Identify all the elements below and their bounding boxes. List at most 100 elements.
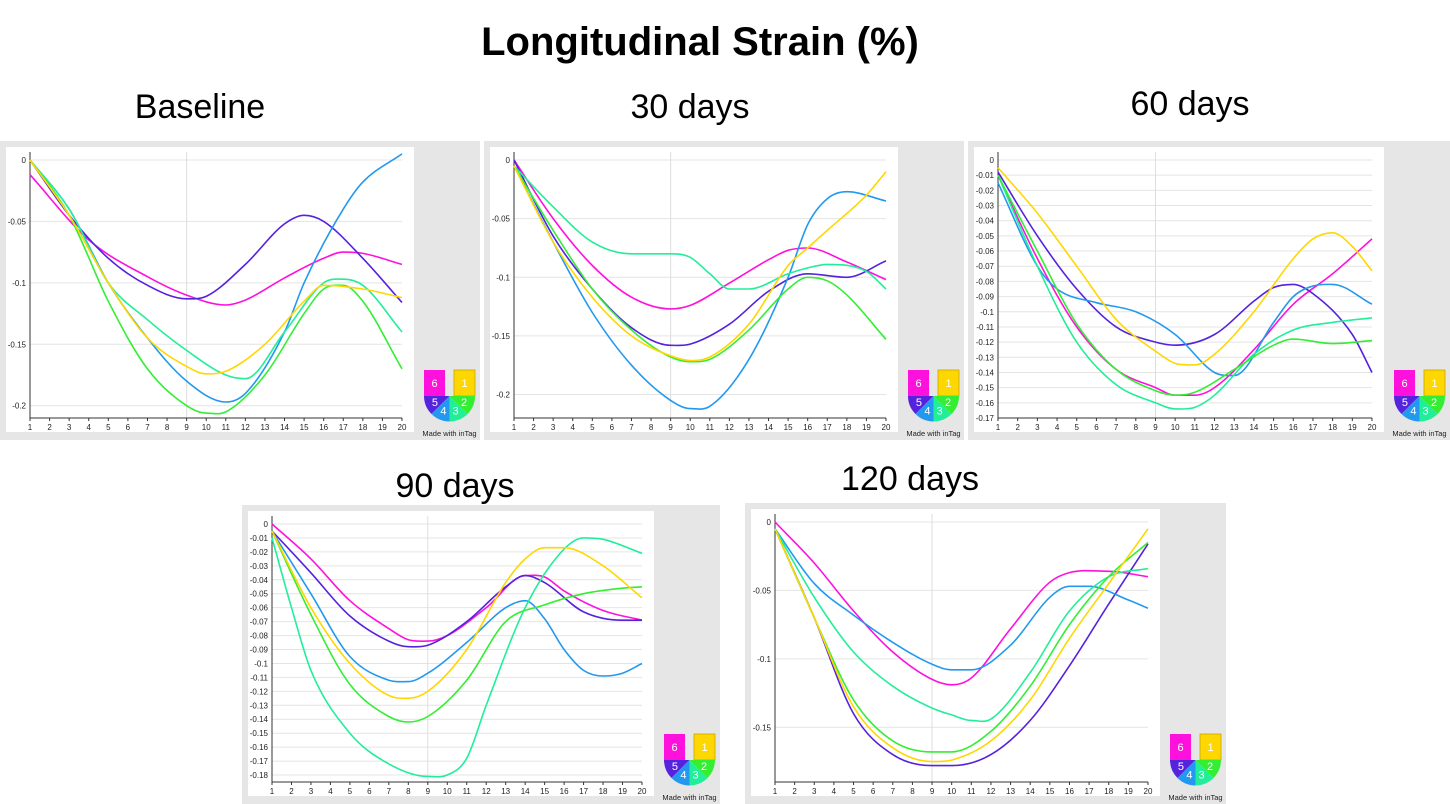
y-tick-label: -0.01 xyxy=(976,171,995,180)
x-tick-label: 15 xyxy=(540,787,549,796)
x-tick-label: 3 xyxy=(551,423,556,432)
y-tick-label: -0.1 xyxy=(254,659,268,668)
y-tick-label: -0.14 xyxy=(250,715,269,724)
legend-segment-3 xyxy=(933,396,952,422)
x-tick-label: 3 xyxy=(812,787,817,796)
legend-segment-2-label: 2 xyxy=(1431,397,1437,409)
y-tick-label: -0.09 xyxy=(976,293,995,302)
series-line-segment-1 xyxy=(774,528,1149,763)
legend-segment-5 xyxy=(424,396,450,414)
x-tick-label: 5 xyxy=(1075,423,1080,432)
y-tick-label: -0.1 xyxy=(757,655,771,664)
series-line-segment-5 xyxy=(29,159,403,304)
legend-segment-1-label: 1 xyxy=(1207,742,1213,754)
series-line-segment-4 xyxy=(513,165,887,410)
chart-panel-90-days: 0 -0.01 -0.02 -0.03 -0.04 -0.05 -0.06 -0.07 -0.0… xyxy=(242,505,720,804)
series-line-segment-6 xyxy=(29,174,403,306)
legend-segment-3 xyxy=(1195,760,1214,786)
legend-segment-5 xyxy=(1170,760,1196,778)
plot-area xyxy=(974,147,1384,432)
legend-segment-4 xyxy=(1177,760,1196,786)
x-tick-label: 3 xyxy=(1035,423,1040,432)
y-tick-label: -0.03 xyxy=(250,562,269,571)
x-tick-label: 11 xyxy=(967,787,976,796)
series-line-segment-6 xyxy=(513,159,887,310)
y-tick-label: -0.16 xyxy=(976,399,995,408)
x-tick-label: 12 xyxy=(241,423,250,432)
x-tick-label: 6 xyxy=(1094,423,1099,432)
x-tick-label: 1 xyxy=(28,423,33,432)
y-tick-label: -0.15 xyxy=(492,332,511,341)
legend-segment-4 xyxy=(915,396,934,422)
y-tick-label: -0.11 xyxy=(250,673,268,682)
legend-segment-1-label: 1 xyxy=(945,378,951,390)
y-tick-label: -0.14 xyxy=(976,368,995,377)
x-tick-label: 10 xyxy=(443,787,452,796)
x-tick-label: 16 xyxy=(1289,423,1298,432)
chart-panel-120-days: 0 -0.05 -0.1 -0.15 1 2 3 4 5 6 7 8 9 10 11 12 13 14 15 16 17… xyxy=(745,503,1226,804)
legend-segment-3-label: 3 xyxy=(453,406,459,418)
legend-segment-4 xyxy=(671,760,690,786)
x-tick-label: 14 xyxy=(1026,787,1035,796)
y-tick-label: 0 xyxy=(767,518,772,527)
legend-segment-2-label: 2 xyxy=(701,761,707,773)
x-tick-label: 9 xyxy=(668,423,673,432)
legend-caption: Made with inTag xyxy=(906,429,960,438)
series-line-segment-3 xyxy=(513,165,887,290)
x-tick-label: 2 xyxy=(1015,423,1020,432)
legend-segment-6-label: 6 xyxy=(431,378,437,390)
x-tick-label: 2 xyxy=(792,787,797,796)
x-tick-label: 14 xyxy=(764,423,773,432)
x-tick-label: 5 xyxy=(590,423,595,432)
y-tick-label: -0.15 xyxy=(753,723,772,732)
x-tick-label: 11 xyxy=(1191,423,1200,432)
chart-panel-30-days: 0 -0.05 -0.1 -0.15 -0.2 1 2 3 4 5 6 7 8 9 10 11 12 13 14 15… xyxy=(484,141,964,440)
y-tick-label: -0.04 xyxy=(976,217,995,226)
legend-segment-3 xyxy=(689,760,708,786)
x-tick-label: 19 xyxy=(1348,423,1357,432)
legend-segment-1-label: 1 xyxy=(461,378,467,390)
series-line-segment-2 xyxy=(29,159,403,415)
y-tick-label: -0.02 xyxy=(976,186,995,195)
x-tick-label: 2 xyxy=(289,787,294,796)
x-tick-label: 11 xyxy=(706,423,715,432)
x-tick-label: 18 xyxy=(1328,423,1337,432)
x-tick-label: 13 xyxy=(1230,423,1239,432)
x-tick-label: 18 xyxy=(1104,787,1113,796)
x-tick-label: 9 xyxy=(1153,423,1158,432)
x-tick-label: 11 xyxy=(222,423,231,432)
series-line-segment-3 xyxy=(774,528,1149,723)
plot-area xyxy=(248,511,654,796)
panel-title-60-days: 60 days xyxy=(1130,85,1250,123)
x-tick-label: 20 xyxy=(398,423,407,432)
legend-segment-6-label: 6 xyxy=(671,742,677,754)
x-tick-label: 10 xyxy=(686,423,695,432)
series-line-segment-2 xyxy=(513,165,887,363)
x-tick-label: 18 xyxy=(599,787,608,796)
y-tick-label: -0.05 xyxy=(976,232,995,241)
x-tick-label: 1 xyxy=(270,787,275,796)
x-tick-label: 16 xyxy=(319,423,328,432)
x-tick-label: 1 xyxy=(773,787,778,796)
x-tick-label: 2 xyxy=(47,423,52,432)
x-tick-label: 6 xyxy=(367,787,372,796)
legend-segment-4 xyxy=(431,396,450,422)
legend-segment-3 xyxy=(1419,396,1438,422)
y-tick-label: -0.13 xyxy=(976,353,995,362)
x-tick-label: 16 xyxy=(803,423,812,432)
x-tick-label: 20 xyxy=(1144,787,1153,796)
x-tick-label: 2 xyxy=(531,423,536,432)
x-tick-label: 12 xyxy=(986,787,995,796)
series-line-segment-1 xyxy=(29,159,403,375)
x-tick-label: 15 xyxy=(1269,423,1278,432)
x-tick-label: 13 xyxy=(260,423,269,432)
segment-legend: 6 1 54 32 Made with inTag xyxy=(662,733,717,802)
x-tick-label: 1 xyxy=(996,423,1001,432)
y-tick-label: -0.12 xyxy=(976,338,995,347)
legend-segment-5-label: 5 xyxy=(1178,761,1184,773)
legend-segment-5-label: 5 xyxy=(432,397,438,409)
x-tick-label: 13 xyxy=(1006,787,1015,796)
legend-segment-2 xyxy=(1195,760,1221,778)
series-line-segment-1 xyxy=(271,530,643,700)
x-tick-label: 3 xyxy=(309,787,314,796)
